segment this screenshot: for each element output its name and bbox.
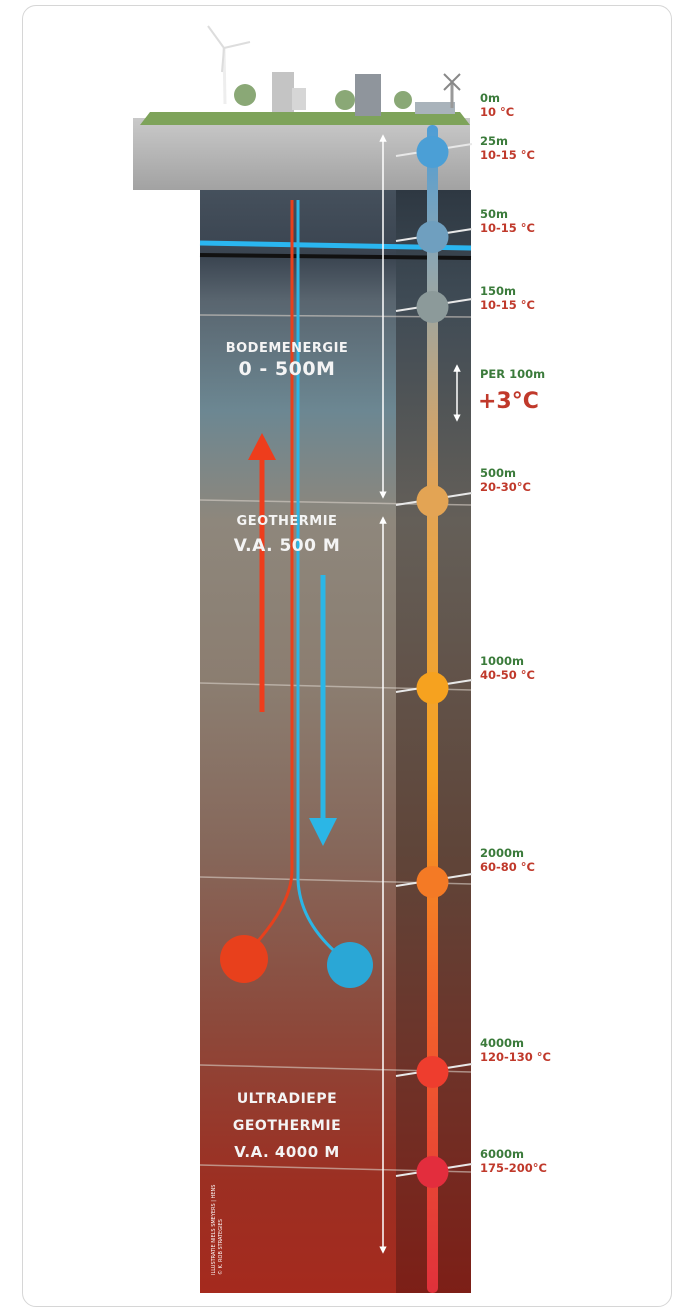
temperature-label: 10 °C (480, 105, 514, 119)
temperature-label: 120-130 °C (480, 1050, 551, 1064)
hot-reservoir (220, 935, 268, 983)
depth-label: 2000m (480, 846, 524, 860)
temperature-label: 10-15 °C (480, 148, 535, 162)
hot-flow-head (248, 433, 276, 460)
bulb (416, 1056, 449, 1088)
zone-label: 0 - 500M (239, 358, 336, 380)
gradient-label: PER 100m (480, 367, 545, 381)
temperature-label: 10-15 °C (480, 221, 535, 235)
temperature-label: 40-50 °C (480, 668, 535, 682)
zone-label: GEOTHERMIE (233, 1118, 341, 1134)
zone-label: ULTRADIEPE (237, 1091, 337, 1107)
depth-label: 0m (480, 91, 500, 105)
gradient-value: +3°C (478, 389, 539, 414)
temperature-label: 60-80 °C (480, 860, 535, 874)
zone-label: V.A. 4000 M (234, 1143, 340, 1161)
cold-flow-head (309, 818, 337, 846)
depth-label: 150m (480, 284, 516, 298)
temperature-label: 20-30°C (480, 480, 531, 494)
rock-layer (199, 253, 472, 260)
hot-pipe (248, 200, 294, 952)
bulb (416, 485, 449, 517)
bulb (416, 1156, 449, 1188)
depth-label: 500m (480, 466, 516, 480)
credit-line: © K. ROB STRATEGIES (217, 1219, 224, 1275)
depth-label: 50m (480, 207, 508, 221)
depth-label: 1000m (480, 654, 524, 668)
thermometer (427, 125, 438, 1293)
zone-label: V.A. 500 M (234, 536, 341, 556)
zone-label: BODEMENERGIE (226, 341, 349, 356)
surface-grass (140, 112, 470, 125)
bulb (416, 221, 449, 253)
credit: ILLUSTRATIE NIELS SMEYERS | HENS © K. RO… (211, 1185, 224, 1275)
zone-label: GEOTHERMIE (237, 514, 338, 529)
cold-reservoir (327, 942, 373, 988)
bulb (416, 136, 449, 168)
temperature-label: 175-200°C (480, 1161, 547, 1175)
temperature-label: 10-15 °C (480, 298, 535, 312)
depth-label: 4000m (480, 1036, 524, 1050)
buildings (207, 25, 461, 116)
depth-label: 25m (480, 134, 508, 148)
depth-label: 6000m (480, 1147, 524, 1161)
bulb (416, 291, 449, 323)
credit-line: ILLUSTRATIE NIELS SMEYERS | HENS (211, 1185, 217, 1275)
bulb (416, 672, 449, 704)
bulb (416, 866, 449, 898)
